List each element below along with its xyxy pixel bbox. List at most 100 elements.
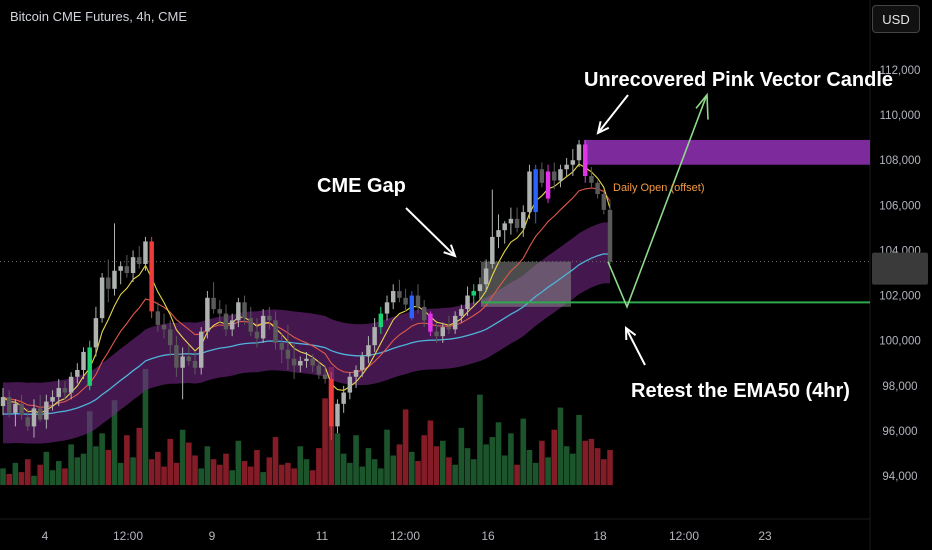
candle-body xyxy=(44,401,49,420)
volume-bar xyxy=(272,437,279,485)
volume-bar xyxy=(570,453,576,485)
volume-bar xyxy=(551,429,558,485)
candle-body xyxy=(421,306,427,321)
y-tick-label: 112,000 xyxy=(880,65,921,77)
candle-body xyxy=(161,324,167,330)
volume-bar xyxy=(254,449,260,485)
volume-bar xyxy=(495,422,502,485)
candle-body xyxy=(0,397,6,407)
candle-body xyxy=(310,358,315,366)
volume-bar xyxy=(6,473,12,485)
candle-body xyxy=(409,295,415,319)
candle-body xyxy=(19,403,24,416)
candle-body xyxy=(180,356,185,368)
volume-bar xyxy=(309,470,316,485)
volume-bar xyxy=(378,468,384,485)
retest-label: Retest the EMA50 (4hr) xyxy=(631,380,850,402)
y-tick-label: 94,000 xyxy=(882,471,917,483)
volume-bar xyxy=(464,448,471,485)
volume-bar xyxy=(384,429,390,485)
candle-body xyxy=(527,171,532,213)
candle-body xyxy=(229,320,235,330)
candle-body xyxy=(304,358,309,361)
x-tick-label: 9 xyxy=(209,529,216,543)
candle-body xyxy=(347,376,353,393)
volume-bar xyxy=(340,453,347,485)
volume-bar xyxy=(563,446,570,485)
volume-bar xyxy=(130,457,136,485)
volume-bar xyxy=(396,444,403,485)
candle-body xyxy=(285,349,291,359)
price-axis xyxy=(872,252,928,285)
x-tick-label: 18 xyxy=(593,529,607,543)
volume-bar xyxy=(452,464,458,485)
retest-arrow-head xyxy=(624,325,637,341)
volume-bar xyxy=(179,429,186,485)
y-tick-label: 102,000 xyxy=(879,291,921,303)
candle-body xyxy=(353,369,359,377)
candle-body xyxy=(174,345,179,368)
volume-bar xyxy=(86,411,93,485)
y-tick-label: 98,000 xyxy=(882,381,917,393)
volume-bar xyxy=(390,455,397,485)
candle-body xyxy=(291,358,297,366)
candle-body xyxy=(360,356,365,370)
candle-body xyxy=(558,169,563,181)
candle-body xyxy=(186,356,192,361)
candle-body xyxy=(50,397,55,402)
volume-bars xyxy=(0,367,613,485)
volume-bar xyxy=(402,409,409,485)
candle-body xyxy=(465,295,470,310)
volume-bar xyxy=(520,418,527,485)
candle-body xyxy=(149,241,154,312)
candle-body xyxy=(496,230,501,237)
volume-bar xyxy=(111,400,118,485)
candle-body xyxy=(211,297,216,310)
candle-body xyxy=(378,313,384,328)
volume-bar xyxy=(421,435,427,485)
volume-bar xyxy=(477,394,483,485)
candle-body xyxy=(428,313,433,332)
volume-bar xyxy=(49,470,56,485)
volume-bar xyxy=(470,459,477,485)
volume-bar xyxy=(12,462,19,485)
volume-bar xyxy=(408,451,415,485)
x-tick-label: 12:00 xyxy=(113,529,143,543)
candles xyxy=(0,139,613,440)
candle-body xyxy=(452,315,458,330)
volume-bar xyxy=(557,407,564,485)
volume-bar xyxy=(576,414,582,485)
pink-vector-arrow-head xyxy=(596,121,610,135)
volume-bar xyxy=(458,427,465,485)
volume-bar xyxy=(223,453,229,485)
candle-body xyxy=(223,313,229,330)
volume-bar xyxy=(167,438,174,485)
volume-bar xyxy=(371,459,378,485)
volume-bar xyxy=(161,466,167,485)
volume-bar xyxy=(216,464,223,485)
volume-bar xyxy=(229,470,235,485)
volume-bar xyxy=(18,472,25,485)
volume-bar xyxy=(316,448,322,485)
volume-bar xyxy=(334,433,341,485)
y-tick-label: 110,000 xyxy=(880,110,921,122)
candle-body xyxy=(322,374,328,380)
x-tick-label: 12:00 xyxy=(669,529,699,543)
projection-path xyxy=(607,96,707,309)
candle-body xyxy=(508,218,514,224)
volume-bar xyxy=(514,464,520,485)
x-tick-label: 11 xyxy=(316,529,329,543)
volume-bar xyxy=(0,468,6,485)
candle-body xyxy=(403,297,408,305)
currency-button[interactable]: USD xyxy=(872,5,920,33)
candle-body xyxy=(6,397,12,413)
volume-bar xyxy=(588,438,595,485)
ema-band xyxy=(3,222,610,444)
ema-medium-line xyxy=(2,187,611,408)
candle-body xyxy=(37,408,43,420)
candle-body xyxy=(260,315,266,339)
volume-bar xyxy=(241,461,248,485)
candle-body xyxy=(521,212,526,228)
candle-body xyxy=(483,268,489,285)
